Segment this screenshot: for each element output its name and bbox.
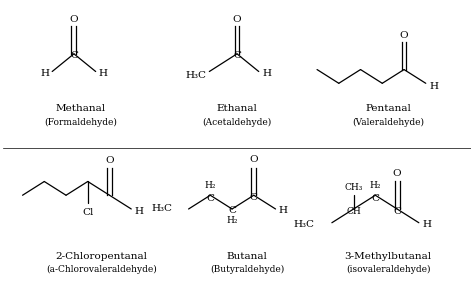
Text: H: H	[262, 69, 271, 78]
Text: H₂: H₂	[226, 216, 238, 225]
Text: H₃C: H₃C	[185, 71, 206, 80]
Text: O: O	[393, 169, 401, 178]
Text: H: H	[135, 207, 144, 217]
Text: (Valeraldehyde): (Valeraldehyde)	[352, 118, 424, 127]
Text: Methanal: Methanal	[56, 104, 106, 113]
Text: H₃C: H₃C	[293, 220, 314, 229]
Text: C: C	[393, 207, 401, 217]
Text: O: O	[400, 31, 408, 40]
Text: C: C	[250, 193, 258, 202]
Text: 3-Methylbutanal: 3-Methylbutanal	[345, 252, 432, 261]
Text: C: C	[70, 51, 78, 60]
Text: O: O	[70, 15, 78, 24]
Text: (Acetaldehyde): (Acetaldehyde)	[202, 118, 272, 127]
Text: Pentanal: Pentanal	[365, 104, 411, 113]
Text: H₃C: H₃C	[152, 205, 173, 213]
Text: H: H	[422, 220, 431, 229]
Text: C: C	[228, 206, 236, 216]
Text: H₂: H₂	[370, 181, 381, 190]
Text: Ethanal: Ethanal	[217, 104, 257, 113]
Text: C: C	[206, 194, 214, 203]
Text: CH: CH	[346, 207, 361, 217]
Text: H: H	[429, 82, 438, 91]
Text: (isovaleraldehyde): (isovaleraldehyde)	[346, 265, 430, 274]
Text: Cl: Cl	[82, 209, 93, 217]
Text: 2-Chloropentanal: 2-Chloropentanal	[55, 252, 147, 261]
Text: O: O	[233, 15, 241, 24]
Text: C: C	[371, 194, 379, 203]
Text: O: O	[105, 156, 114, 165]
Text: H₂: H₂	[205, 181, 216, 190]
Text: H: H	[98, 69, 107, 78]
Text: (Butyraldehyde): (Butyraldehyde)	[210, 265, 284, 274]
Text: H: H	[279, 206, 288, 216]
Text: O: O	[249, 156, 258, 164]
Text: (Formaldehyde): (Formaldehyde)	[45, 118, 117, 127]
Text: H: H	[41, 69, 50, 78]
Text: C: C	[233, 51, 241, 60]
Text: CH₃: CH₃	[345, 183, 363, 192]
Text: (a-Chlorovaleraldehyde): (a-Chlorovaleraldehyde)	[46, 265, 157, 274]
Text: Butanal: Butanal	[227, 252, 267, 261]
